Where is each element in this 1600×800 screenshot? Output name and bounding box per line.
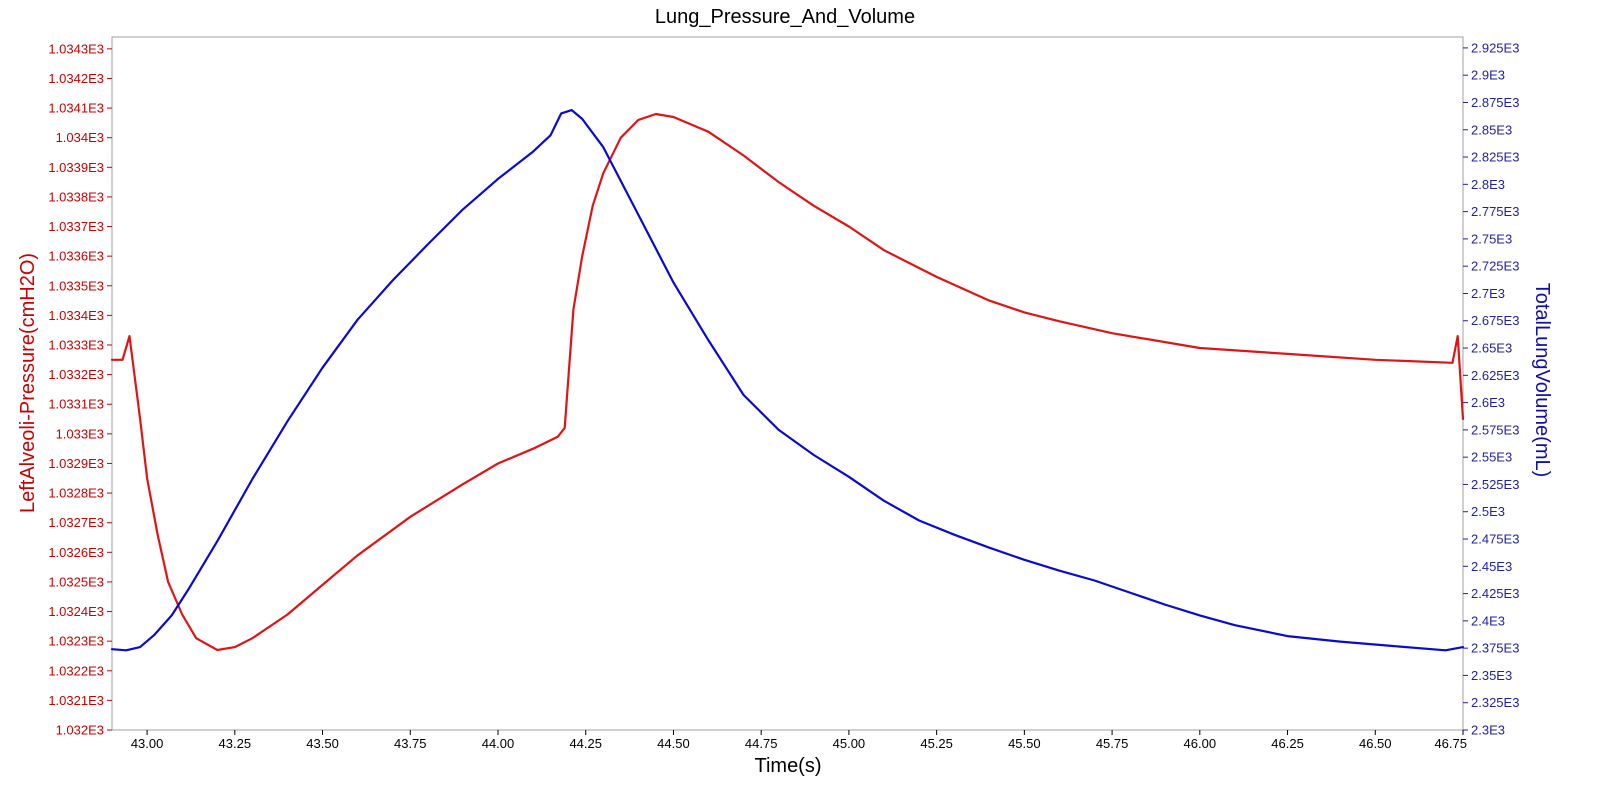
right-tick-label: 2.85E3: [1471, 122, 1512, 137]
right-tick-label: 2.775E3: [1471, 204, 1519, 219]
left-tick-label: 1.0329E3: [48, 456, 104, 471]
right-tick-label: 2.4E3: [1471, 613, 1505, 628]
left-tick-label: 1.0337E3: [48, 219, 104, 234]
x-axis-label: Time(s): [754, 755, 821, 777]
right-tick-label: 2.825E3: [1471, 150, 1519, 165]
x-tick-label: 44.75: [745, 736, 778, 751]
right-tick-label: 2.9E3: [1471, 68, 1505, 83]
left-tick-label: 1.0336E3: [48, 249, 104, 264]
left-tick-label: 1.0339E3: [48, 160, 104, 175]
left-tick-label: 1.033E3: [56, 426, 104, 441]
left-tick-label: 1.0321E3: [48, 693, 104, 708]
right-tick-label: 2.925E3: [1471, 40, 1519, 55]
right-tick-label: 2.625E3: [1471, 368, 1519, 383]
left-tick-label: 1.0322E3: [48, 663, 104, 678]
chart-title: Lung_Pressure_And_Volume: [655, 6, 915, 28]
left-tick-label: 1.0334E3: [48, 308, 104, 323]
pressure-series-line: [110, 112, 1465, 652]
right-tick-label: 2.375E3: [1471, 641, 1519, 656]
left-tick-label: 1.0327E3: [48, 515, 104, 530]
left-tick-label: 1.0323E3: [48, 634, 104, 649]
right-tick-label: 2.45E3: [1471, 559, 1512, 574]
right-axis: 2.3E3 2.325E3 2.35E3 2.375E3 2.4E3 2.425E3 2.4…: [1463, 40, 1519, 738]
right-tick-label: 2.875E3: [1471, 95, 1519, 110]
left-tick-label: 1.0338E3: [48, 189, 104, 204]
x-tick-label: 46.25: [1271, 736, 1304, 751]
x-tick-label: 45.00: [833, 736, 866, 751]
left-tick-label: 1.032E3: [56, 723, 104, 738]
x-tick-label: 45.25: [920, 736, 953, 751]
left-tick-label: 1.0328E3: [48, 486, 104, 501]
left-tick-label: 1.0342E3: [48, 71, 104, 86]
left-tick-label: 1.034E3: [56, 130, 104, 145]
volume-series-line: [110, 109, 1465, 652]
left-tick-label: 1.0333E3: [48, 338, 104, 353]
plot-frame: [111, 36, 1464, 731]
left-tick-label: 1.0331E3: [48, 397, 104, 412]
left-tick-label: 1.0341E3: [48, 101, 104, 116]
series-layer: [110, 109, 1465, 652]
left-tick-label: 1.0335E3: [48, 278, 104, 293]
x-tick-label: 44.50: [657, 736, 690, 751]
x-tick-label: 43.75: [394, 736, 427, 751]
x-tick-label: 43.50: [306, 736, 339, 751]
right-tick-label: 2.8E3: [1471, 177, 1505, 192]
left-tick-label: 1.0324E3: [48, 604, 104, 619]
right-tick-label: 2.65E3: [1471, 341, 1512, 356]
left-tick-label: 1.0343E3: [48, 41, 104, 56]
right-tick-label: 2.575E3: [1471, 422, 1519, 437]
left-tick-label: 1.0326E3: [48, 545, 104, 560]
x-tick-label: 44.00: [482, 736, 515, 751]
x-tick-label: 46.00: [1184, 736, 1217, 751]
x-tick-label: 46.75: [1434, 736, 1467, 751]
left-tick-label: 1.0325E3: [48, 574, 104, 589]
x-tick-label: 43.00: [131, 736, 164, 751]
right-tick-label: 2.75E3: [1471, 231, 1512, 246]
right-tick-label: 2.325E3: [1471, 695, 1519, 710]
right-tick-label: 2.425E3: [1471, 586, 1519, 601]
right-tick-label: 2.725E3: [1471, 259, 1519, 274]
x-tick-label: 46.50: [1359, 736, 1392, 751]
left-axis-label: LeftAlveoli-Pressure(cmH2O): [17, 253, 39, 513]
right-tick-label: 2.6E3: [1471, 395, 1505, 410]
right-tick-label: 2.3E3: [1471, 723, 1505, 738]
x-tick-label: 45.75: [1096, 736, 1129, 751]
left-axis: 1.032E3 1.0321E3 1.0322E3 1.0323E3 1.0324E3 1…: [48, 41, 112, 738]
x-tick-label: 43.25: [219, 736, 252, 751]
right-tick-label: 2.7E3: [1471, 286, 1505, 301]
right-tick-label: 2.525E3: [1471, 477, 1519, 492]
right-tick-label: 2.475E3: [1471, 532, 1519, 547]
right-axis-label: TotalLungVolume(mL): [1531, 283, 1553, 478]
bottom-axis: 43.00 43.25 43.50 43.75 44.00 44.25 44.50 44.75…: [131, 730, 1467, 751]
x-tick-label: 45.50: [1008, 736, 1041, 751]
left-tick-label: 1.0332E3: [48, 367, 104, 382]
right-tick-label: 2.55E3: [1471, 450, 1512, 465]
right-tick-label: 2.35E3: [1471, 668, 1512, 683]
x-tick-label: 44.25: [569, 736, 602, 751]
right-tick-label: 2.675E3: [1471, 313, 1519, 328]
right-tick-label: 2.5E3: [1471, 504, 1505, 519]
